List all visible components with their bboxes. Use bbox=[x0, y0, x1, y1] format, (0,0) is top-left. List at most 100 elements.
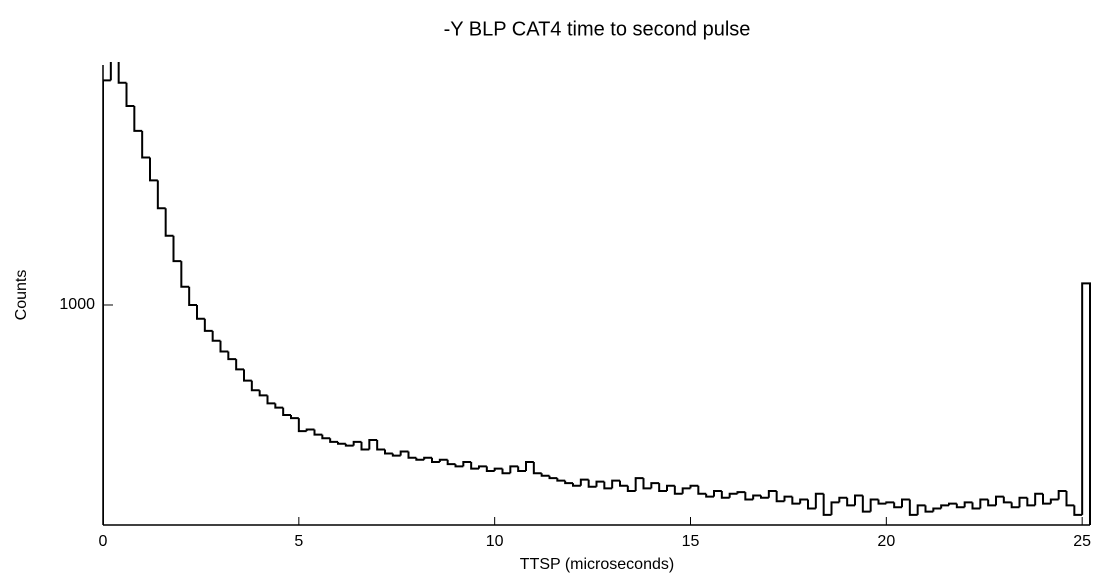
histogram-bin bbox=[203, 318, 213, 332]
histogram-bin bbox=[532, 461, 542, 475]
histogram-bin bbox=[243, 369, 252, 382]
histogram-bin bbox=[838, 496, 848, 503]
histogram-bin bbox=[462, 460, 472, 467]
histogram-bin bbox=[869, 498, 879, 512]
x-tick-label: 0 bbox=[99, 533, 108, 550]
histogram-bin bbox=[642, 478, 652, 490]
histogram-bin bbox=[830, 501, 840, 515]
histogram-bin bbox=[697, 485, 707, 495]
histogram-bin bbox=[376, 440, 385, 451]
x-tick-label: 15 bbox=[682, 533, 700, 550]
histogram-bin bbox=[227, 351, 237, 361]
histogram-bin bbox=[650, 482, 660, 489]
histogram-bin bbox=[572, 483, 581, 487]
histogram-bin bbox=[117, 62, 127, 84]
histogram-bin bbox=[893, 502, 902, 509]
histogram-bin bbox=[196, 304, 205, 320]
histogram-bin bbox=[352, 440, 362, 446]
histogram-bin bbox=[579, 478, 589, 486]
histogram-bin bbox=[822, 493, 832, 516]
plot-area bbox=[103, 62, 1091, 525]
histogram-bin bbox=[548, 475, 558, 480]
histogram-bin bbox=[478, 465, 487, 469]
y-axis-label: Counts bbox=[13, 270, 30, 321]
histogram-bin bbox=[431, 457, 440, 463]
histogram-bin bbox=[634, 477, 644, 492]
histogram-bin bbox=[384, 449, 393, 455]
histogram-bin bbox=[619, 480, 628, 487]
histogram-bin bbox=[783, 495, 793, 502]
histogram-bin bbox=[109, 62, 112, 81]
histogram-bin bbox=[188, 286, 197, 306]
histogram-bin bbox=[125, 82, 135, 108]
x-tick-label: 5 bbox=[294, 533, 303, 550]
histogram-bin bbox=[337, 441, 346, 445]
histogram-bin bbox=[767, 490, 777, 498]
histogram-bin bbox=[501, 468, 511, 475]
x-tick-label: 25 bbox=[1073, 533, 1091, 550]
histogram-bin bbox=[1002, 496, 1012, 504]
histogram-bin bbox=[446, 459, 456, 466]
histogram-bin bbox=[564, 480, 573, 485]
histogram-bin bbox=[814, 492, 824, 509]
histogram-bin bbox=[658, 483, 667, 493]
histogram-bin bbox=[274, 403, 284, 409]
histogram-bin bbox=[681, 487, 691, 494]
histogram-bin bbox=[611, 479, 620, 489]
histogram-bin bbox=[948, 502, 957, 506]
histogram-bin bbox=[799, 498, 808, 504]
histogram-bin bbox=[360, 441, 370, 451]
histogram-bin bbox=[1049, 498, 1059, 504]
histogram-bin bbox=[995, 495, 1004, 506]
histogram-bin bbox=[846, 497, 855, 507]
histogram-bin bbox=[103, 79, 111, 525]
histogram-bin bbox=[266, 395, 276, 405]
histogram-bin bbox=[305, 428, 315, 432]
histogram-bin bbox=[901, 498, 910, 508]
histogram-bin bbox=[760, 495, 769, 499]
histogram-bin bbox=[595, 480, 605, 487]
histogram-bin bbox=[861, 495, 871, 513]
histogram-bin bbox=[1018, 496, 1028, 508]
histogram-bin bbox=[485, 466, 495, 472]
histogram-bin bbox=[344, 443, 354, 447]
x-tick-label: 10 bbox=[486, 533, 504, 550]
histogram-bin bbox=[963, 501, 973, 508]
histogram-bin bbox=[775, 491, 785, 503]
histogram-bin bbox=[258, 390, 268, 397]
histogram-bin bbox=[908, 499, 918, 516]
histogram-bin bbox=[932, 507, 942, 512]
histogram-bin bbox=[1010, 502, 1020, 509]
histogram-bin bbox=[493, 467, 503, 471]
histogram-bin bbox=[987, 499, 996, 507]
histogram-bin bbox=[603, 481, 613, 490]
histogram-bin bbox=[1081, 282, 1091, 525]
histogram-bin bbox=[673, 485, 683, 495]
histogram-bin bbox=[211, 330, 221, 342]
histogram-bin bbox=[916, 504, 926, 515]
histogram-bin bbox=[1073, 505, 1083, 516]
histogram-bin bbox=[399, 450, 409, 456]
histogram-bin bbox=[556, 478, 566, 482]
x-tick-label: 20 bbox=[877, 533, 895, 550]
histogram-bin bbox=[235, 359, 244, 371]
histogram-bin bbox=[626, 485, 636, 493]
histogram-bin bbox=[540, 473, 550, 477]
histogram-bin bbox=[164, 208, 174, 237]
histogram-bin bbox=[517, 466, 526, 472]
histogram-bin bbox=[321, 434, 331, 440]
histogram-bin bbox=[736, 491, 746, 494]
histogram-bin bbox=[282, 407, 291, 417]
histogram-bin bbox=[290, 415, 299, 420]
histogram-bin bbox=[250, 380, 260, 392]
histogram-bin bbox=[1065, 491, 1075, 507]
histogram-bin bbox=[666, 484, 675, 492]
histogram-bin bbox=[728, 492, 738, 498]
histogram-bin bbox=[415, 457, 425, 461]
histogram-bin bbox=[141, 130, 150, 159]
histogram-bin bbox=[133, 106, 143, 132]
histogram-bin bbox=[955, 503, 965, 509]
histogram-bin bbox=[1026, 497, 1036, 507]
histogram-bin bbox=[219, 340, 229, 353]
